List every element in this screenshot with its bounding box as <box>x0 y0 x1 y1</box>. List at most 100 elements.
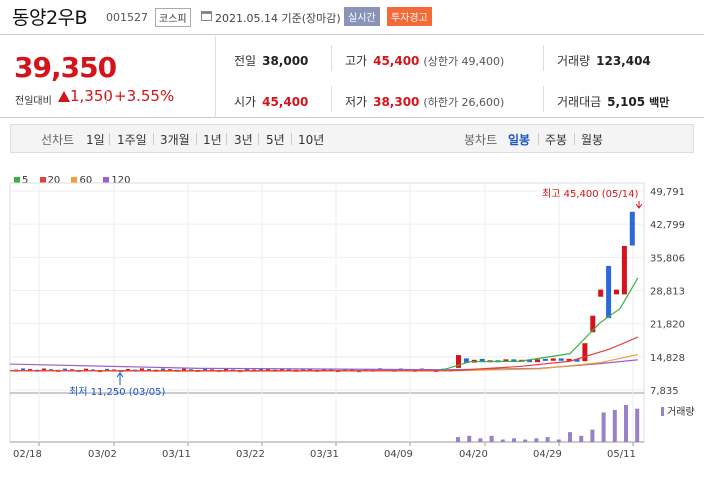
tab-1w[interactable]: 1주일 <box>117 133 147 147</box>
lower-limit: (하한가 26,600) <box>423 96 505 109</box>
x-tick-label: 02/18 <box>13 449 42 460</box>
tab-5y[interactable]: 5년 <box>266 133 285 147</box>
high-value: 45,400 <box>373 54 420 68</box>
legend-ma120[interactable]: 120 <box>103 175 131 186</box>
x-tick-label: 03/31 <box>310 449 339 460</box>
ma-legend: 5 20 60 120 <box>14 175 139 186</box>
current-price-box: 39,350 전일대비 1,350 +3.55% <box>0 36 216 118</box>
candle <box>161 368 165 371</box>
candle <box>463 358 469 363</box>
high-label: 고가 <box>345 54 368 68</box>
amount-value: 5,105 <box>607 95 646 109</box>
candle <box>280 368 284 371</box>
open-price: 시가 45,400 <box>234 93 308 110</box>
y-tick-label: 42,799 <box>650 220 685 231</box>
volume-bar <box>624 405 628 442</box>
low-arrow-head <box>116 372 124 378</box>
candle <box>621 245 627 295</box>
tab-10y[interactable]: 10년 <box>298 133 325 147</box>
legend-label: 120 <box>111 175 131 186</box>
stock-code: 001527 <box>106 11 148 24</box>
volume-bar <box>601 412 606 442</box>
candle <box>322 368 326 371</box>
candle <box>511 359 517 362</box>
divider <box>109 133 110 145</box>
legend-swatch <box>14 177 20 183</box>
realtime-badge[interactable]: 실시간 <box>344 7 380 26</box>
high-arrow-head <box>635 203 643 209</box>
y-tick-label: 7,835 <box>650 386 679 397</box>
divider <box>258 133 259 145</box>
amount-label: 거래대금 <box>557 95 602 109</box>
candle <box>550 358 556 361</box>
candle <box>590 315 596 333</box>
volume-bar <box>579 435 584 442</box>
candle <box>42 368 46 371</box>
legend-ma20[interactable]: 20 <box>39 175 61 186</box>
amount-unit: 백만 <box>649 96 670 109</box>
volume-value: 123,404 <box>596 54 651 68</box>
candle <box>503 359 509 362</box>
volume-bar <box>512 438 516 442</box>
x-tick-label: 03/22 <box>236 449 265 460</box>
tab-3m[interactable]: 3개월 <box>160 133 190 147</box>
candle <box>479 358 485 363</box>
volume-bar <box>545 437 550 442</box>
volume-bar <box>478 438 483 442</box>
candle <box>566 358 572 361</box>
volume-bar <box>456 437 460 442</box>
legend-ma60[interactable]: 60 <box>71 175 92 186</box>
tab-3y[interactable]: 3년 <box>234 133 253 147</box>
divider <box>538 133 539 145</box>
candle <box>266 369 270 372</box>
divider <box>574 133 575 145</box>
tab-1y[interactable]: 1년 <box>203 133 222 147</box>
divider <box>331 45 332 71</box>
volume-bar <box>500 439 505 442</box>
high-price: 고가 45,400 (상한가 49,400) <box>345 52 504 69</box>
volume-bar <box>534 438 539 442</box>
candle <box>147 369 151 372</box>
upper-limit: (상한가 49,400) <box>423 55 505 68</box>
x-tick-label: 04/20 <box>459 449 488 460</box>
candle <box>259 368 263 371</box>
warning-badge[interactable]: 투자경고 <box>387 7 432 26</box>
candle <box>606 265 612 319</box>
tab-monthly[interactable]: 월봉 <box>581 133 604 147</box>
tab-1d[interactable]: 1일 <box>86 133 105 147</box>
ma120-line <box>9 359 639 371</box>
candle <box>558 358 564 361</box>
trade-amount: 거래대금 5,105 백만 <box>557 93 669 110</box>
legend-label: 20 <box>47 175 61 186</box>
candle <box>203 368 207 371</box>
legend-label: 5 <box>22 175 29 186</box>
up-arrow-icon <box>58 91 70 102</box>
candle <box>535 359 540 363</box>
y-tick-label: 14,828 <box>650 353 685 364</box>
divider <box>543 45 544 71</box>
x-tick-label: 03/02 <box>88 449 117 460</box>
stock-header: 동양2우B 001527 코스피 2021.05.14 기준(장마감) 실시간 … <box>0 0 704 35</box>
legend-ma5[interactable]: 5 <box>14 175 28 186</box>
candle <box>614 289 619 295</box>
candle <box>582 343 588 362</box>
volume-bar <box>568 432 572 442</box>
x-tick-label: 05/11 <box>607 449 636 460</box>
candlestick-chart[interactable]: 49,791 42,799 35,806 28,813 21,820 14,828 7,83… <box>0 179 704 479</box>
candle <box>21 368 25 371</box>
candle <box>598 289 604 297</box>
high-annotation: 최고 45,400 (05/14) <box>542 188 638 200</box>
tab-weekly[interactable]: 주봉 <box>545 133 568 147</box>
divider <box>106 90 107 104</box>
y-tick-label: 21,820 <box>650 320 685 331</box>
volume-legend-swatch <box>661 407 664 416</box>
legend-swatch <box>71 177 78 183</box>
tab-daily[interactable]: 일봉 <box>508 133 531 147</box>
divider <box>226 133 227 145</box>
legend-swatch <box>103 177 110 183</box>
candle <box>456 355 461 368</box>
candle <box>63 368 67 371</box>
candle <box>224 368 228 371</box>
volume-bar <box>523 439 528 442</box>
chart-period-tabs: 선차트 1일 1주일 3개월 1년 3년 5년 10년 봉차트 일봉 주봉 월봉 <box>10 124 694 153</box>
